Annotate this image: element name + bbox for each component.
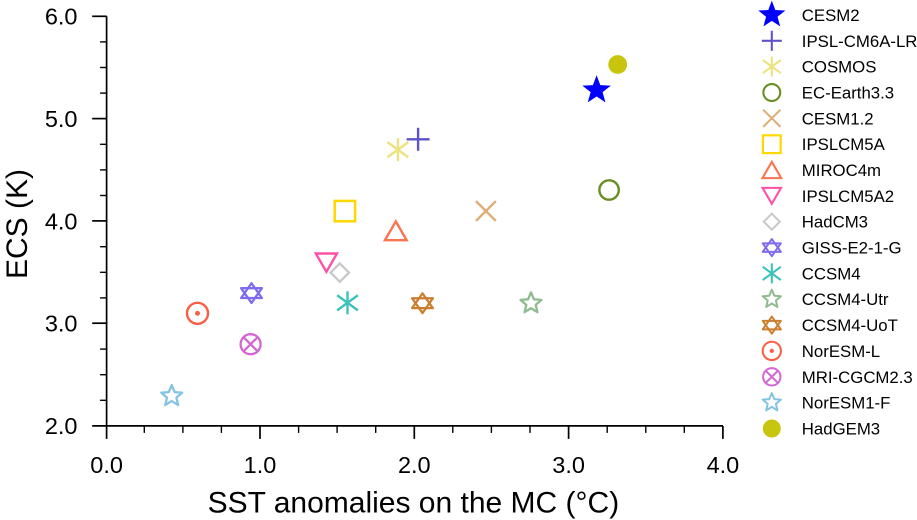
svg-text:IPSLCM5A: IPSLCM5A	[802, 135, 886, 154]
svg-text:4.0: 4.0	[707, 452, 740, 478]
svg-text:IPSL-CM6A-LR: IPSL-CM6A-LR	[802, 32, 917, 51]
svg-text:EC-Earth3.3: EC-Earth3.3	[802, 84, 894, 103]
svg-text:MIROC4m: MIROC4m	[802, 161, 881, 180]
svg-text:CESM1.2: CESM1.2	[802, 109, 874, 128]
svg-text:NorESM1-F: NorESM1-F	[802, 394, 891, 413]
svg-text:CCSM4: CCSM4	[802, 264, 861, 283]
svg-text:NorESM-L: NorESM-L	[802, 342, 880, 361]
svg-text:COSMOS: COSMOS	[802, 58, 877, 77]
svg-text:SST anomalies on the MC (°C): SST anomalies on the MC (°C)	[208, 487, 620, 520]
svg-text:0.0: 0.0	[90, 452, 123, 478]
svg-text:3.0: 3.0	[552, 452, 585, 478]
svg-text:6.0: 6.0	[45, 4, 78, 30]
svg-text:5.0: 5.0	[45, 106, 78, 132]
svg-text:ECS (K): ECS (K)	[1, 169, 34, 279]
svg-text:CCSM4-Utr: CCSM4-Utr	[802, 290, 889, 309]
svg-text:CCSM4-UoT: CCSM4-UoT	[802, 316, 898, 335]
svg-text:2.0: 2.0	[45, 413, 78, 439]
svg-text:CESM2: CESM2	[802, 6, 860, 25]
svg-text:3.0: 3.0	[45, 311, 78, 337]
svg-text:1.0: 1.0	[244, 452, 277, 478]
svg-text:2.0: 2.0	[398, 452, 431, 478]
svg-text:GISS-E2-1-G: GISS-E2-1-G	[802, 239, 902, 258]
svg-text:IPSLCM5A2: IPSLCM5A2	[802, 187, 894, 206]
svg-text:HadGEM3: HadGEM3	[802, 420, 880, 439]
svg-text:MRI-CGCM2.3: MRI-CGCM2.3	[802, 368, 913, 387]
svg-text:4.0: 4.0	[45, 208, 78, 234]
svg-text:HadCM3: HadCM3	[802, 213, 868, 232]
